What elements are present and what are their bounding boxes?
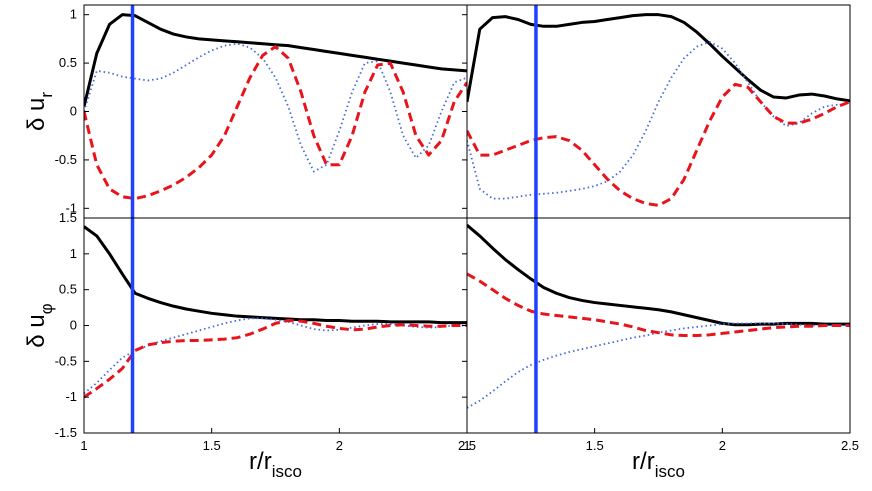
plot-area	[467, 13, 850, 207]
x-axis-label: r/risco	[632, 448, 685, 481]
y-axis-label-main: δ u	[23, 314, 50, 347]
axes-frame	[466, 4, 851, 219]
plot-area	[84, 225, 467, 399]
series-line	[467, 322, 850, 409]
x-tick-label: 1.5	[203, 438, 221, 453]
series-line	[467, 40, 850, 200]
x-axis-label-main: r/r	[249, 448, 272, 475]
y-tick-label: -0.5	[55, 353, 77, 368]
x-axis-label-main: r/r	[632, 448, 655, 475]
x-tick-label: 1.5	[586, 438, 604, 453]
y-tick-label: 1.5	[59, 210, 77, 225]
x-tick-label: 1	[80, 438, 87, 453]
series-line	[467, 224, 850, 327]
series-line	[467, 13, 850, 103]
y-axis-label-sub: φ	[37, 303, 56, 314]
x-axis-label-sub: isco	[272, 462, 302, 481]
y-axis-label: δ ur	[23, 92, 56, 131]
x-tick-label: 2	[336, 438, 343, 453]
series-line	[84, 13, 467, 108]
y-tick-label: 0.5	[59, 55, 77, 70]
y-tick-label: 0	[70, 318, 77, 333]
y-tick-label: 1	[70, 7, 77, 22]
x-tick-label: 1	[463, 438, 470, 453]
series-line	[84, 318, 467, 399]
series-line	[84, 45, 467, 201]
plot-area	[467, 224, 850, 409]
series-line	[84, 42, 467, 173]
x-tick-label: 2	[719, 438, 726, 453]
y-tick-label: -1.5	[55, 425, 77, 440]
x-tick-label: 2.5	[841, 438, 859, 453]
axes-frame	[83, 4, 468, 219]
y-tick-label: 0.5	[59, 282, 77, 297]
y-tick-label: 0	[70, 104, 77, 119]
axes-frame	[466, 217, 851, 434]
y-tick-label: -0.5	[55, 152, 77, 167]
y-tick-label: -1	[65, 389, 77, 404]
y-axis-label-sub: r	[37, 92, 56, 98]
y-tick-label: -1	[65, 200, 77, 215]
y-axis-label: δ uφ	[23, 303, 56, 347]
x-axis-label: r/risco	[249, 448, 302, 481]
series-line	[467, 82, 850, 207]
series-line	[84, 317, 467, 395]
y-tick-label: 1	[70, 246, 77, 261]
y-axis-label-main: δ u	[23, 98, 50, 131]
series-line	[84, 225, 467, 325]
x-axis-label-sub: isco	[655, 462, 685, 481]
plot-area	[84, 13, 467, 201]
series-line	[467, 272, 850, 338]
x-tick-label: 2.5	[458, 438, 476, 453]
